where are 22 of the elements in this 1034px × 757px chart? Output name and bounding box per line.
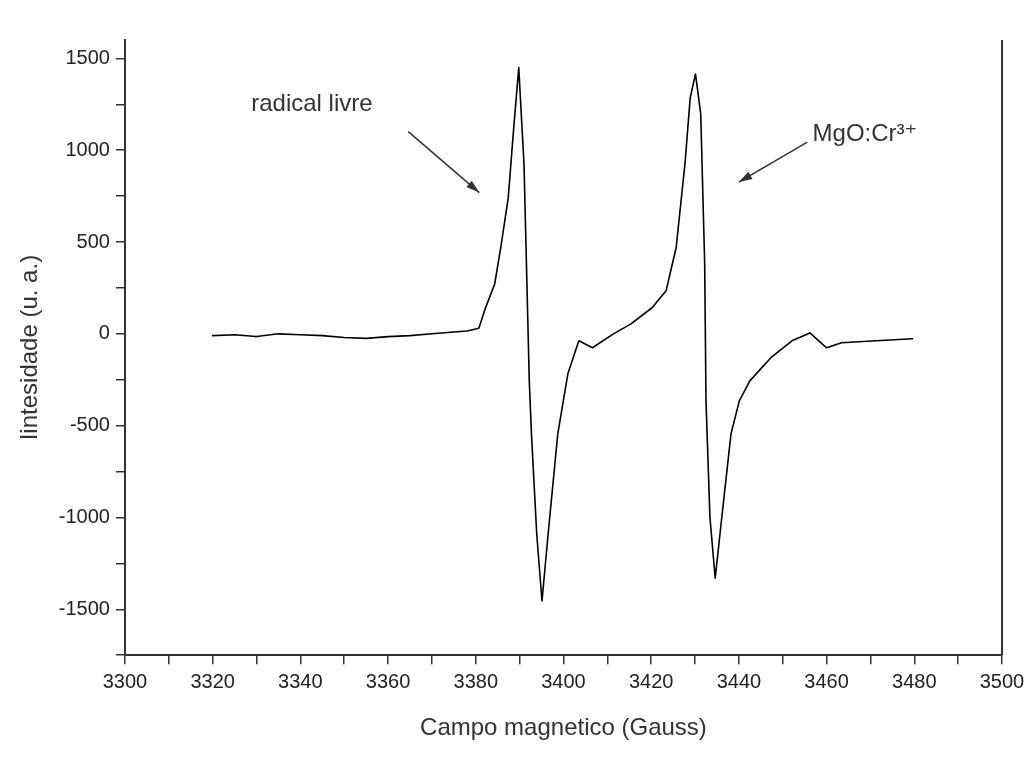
x-tick-label: 3300 [102,669,148,692]
x-tick-label: 3500 [979,669,1025,692]
x-tick-label: 3320 [190,669,235,692]
y-tick-label: 0 [98,321,110,344]
x-tick-label: 3420 [628,669,674,692]
x-tick-label: 3480 [892,669,937,692]
x-tick-label: 3340 [278,669,323,692]
y-tick-label: -1500 [58,596,110,619]
y-tick-label: 1000 [65,137,110,160]
annotation: radical livre [251,89,373,117]
y-tick-label: -500 [69,413,110,436]
x-tick-label: 3360 [365,669,411,692]
y-tick-label: 1500 [65,45,110,68]
y-axis-title: Iintesidade (u. a.) [15,254,43,441]
x-tick-label: 3460 [804,669,849,692]
x-tick-label: 3400 [541,669,586,692]
y-tick-label: 500 [76,229,110,252]
annotation: MgO:Cr³⁺ [812,119,918,147]
x-tick-label: 3380 [453,669,499,692]
y-tick-label: -1000 [58,504,110,527]
x-axis-title: Campo magnetico (Gauss) [420,713,707,741]
x-tick-label: 3440 [716,669,762,692]
